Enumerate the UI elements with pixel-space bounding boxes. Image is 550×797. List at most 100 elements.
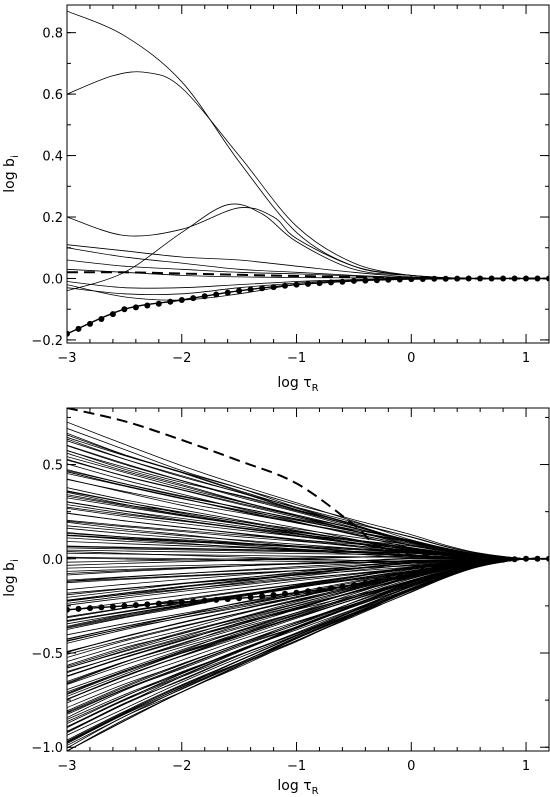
series-dot xyxy=(385,276,392,283)
bundle-curve xyxy=(67,557,549,704)
y-tick-label: −0.2 xyxy=(31,334,63,349)
series-dot xyxy=(442,275,449,282)
series-dot xyxy=(488,275,495,282)
y-tick-label: 0.6 xyxy=(42,88,63,103)
series-dot xyxy=(270,284,277,291)
solid-series-1 xyxy=(67,71,549,280)
series-dot xyxy=(293,281,300,288)
series-dot xyxy=(408,570,415,577)
series-dot xyxy=(465,558,472,565)
series-dot xyxy=(500,275,507,282)
x-tick-label: −2 xyxy=(172,351,191,366)
series-dot xyxy=(178,297,185,303)
series-dot xyxy=(270,592,277,598)
series-dot xyxy=(201,597,208,604)
series-dot xyxy=(328,279,334,286)
solid-series-3 xyxy=(67,207,549,280)
x-tick-label: −1 xyxy=(287,759,306,774)
series-dot xyxy=(350,277,357,284)
x-tick-label: 0 xyxy=(407,759,415,774)
bundle-curve xyxy=(67,558,549,697)
series-dot xyxy=(121,602,128,609)
bottom-plot-frame xyxy=(66,407,550,752)
y-tick-label: 0.2 xyxy=(42,211,63,226)
series-dot xyxy=(477,275,484,282)
series-dot xyxy=(316,586,323,593)
series-dot xyxy=(87,320,93,327)
series-dot xyxy=(132,602,139,609)
series-dot xyxy=(67,330,70,337)
series-dot xyxy=(87,605,93,612)
series-dot xyxy=(465,275,472,282)
x-tick-label: 1 xyxy=(522,351,530,366)
series-dot xyxy=(431,564,438,571)
series-dot xyxy=(373,277,380,284)
series-dot xyxy=(259,285,266,292)
series-dot xyxy=(442,561,449,568)
bottom-curves xyxy=(67,408,549,751)
dotted-series-12 xyxy=(67,277,549,335)
series-dot xyxy=(500,556,507,563)
top-y-axis-label: log bi xyxy=(2,155,21,192)
series-dot xyxy=(282,590,288,597)
y-tick-label: 0.0 xyxy=(42,553,63,568)
series-dot xyxy=(224,289,231,296)
series-dot xyxy=(396,276,403,283)
x-tick-label: 0 xyxy=(407,351,415,366)
series-dot xyxy=(224,596,231,603)
series-dot xyxy=(523,275,529,282)
series-dot xyxy=(132,304,139,311)
series-dot xyxy=(511,556,518,563)
series-dot xyxy=(247,594,254,601)
series-dot xyxy=(167,599,174,606)
series-dot xyxy=(534,555,541,562)
top-plot-frame xyxy=(66,4,550,344)
series-dot xyxy=(247,286,254,293)
y-tick-label: 0.0 xyxy=(42,272,63,287)
series-dot xyxy=(328,585,334,592)
x-tick-label: −3 xyxy=(57,351,76,366)
top-ticks: −3 −2 −1 0 1 −0.2 0.0 0.2 0.4 0.6 0.8 xyxy=(31,5,550,366)
y-tick-label: −1.0 xyxy=(31,741,63,756)
series-dot xyxy=(408,276,415,283)
series-dot xyxy=(477,557,484,564)
bottom-y-axis-label: log bi xyxy=(2,559,21,596)
y-tick-label: 0.4 xyxy=(42,150,63,165)
series-dot xyxy=(316,280,323,287)
bottom-x-axis-label: log τR xyxy=(277,778,318,797)
series-dot xyxy=(259,593,266,600)
series-dot xyxy=(98,604,105,611)
series-dot xyxy=(282,282,288,289)
series-dot xyxy=(109,311,116,318)
top-panel: −3 −2 −1 0 1 −0.2 0.0 0.2 0.4 0.6 0.8 log τR log b… xyxy=(2,4,550,394)
series-dot xyxy=(523,555,529,562)
x-tick-label: −2 xyxy=(172,759,191,774)
top-x-axis-label: log τR xyxy=(277,375,318,394)
series-dot xyxy=(339,278,346,285)
series-dot xyxy=(121,306,128,313)
bottom-panel: −3 −2 −1 0 1 −1.0 −0.5 0.0 0.5 log τR log bi xyxy=(2,407,550,797)
series-dot xyxy=(144,302,151,309)
series-dot xyxy=(454,560,461,567)
series-dot xyxy=(109,603,116,610)
series-dot xyxy=(75,605,82,612)
series-dot xyxy=(155,600,162,607)
series-dot xyxy=(419,276,426,282)
series-dot xyxy=(305,280,311,287)
series-dot xyxy=(144,601,151,608)
bundle-curve xyxy=(67,421,549,560)
series-dot xyxy=(213,291,220,298)
series-dot xyxy=(155,300,162,307)
series-dot xyxy=(488,557,495,564)
series-dot xyxy=(454,275,461,282)
series-dot xyxy=(339,583,346,590)
series-dot xyxy=(511,275,518,282)
series-dot xyxy=(396,573,403,580)
series-dot xyxy=(236,595,243,602)
series-dot xyxy=(419,567,426,574)
series-dot xyxy=(373,577,380,584)
solid-series-0 xyxy=(67,10,549,280)
series-dot xyxy=(98,316,105,322)
series-dot xyxy=(67,606,70,613)
